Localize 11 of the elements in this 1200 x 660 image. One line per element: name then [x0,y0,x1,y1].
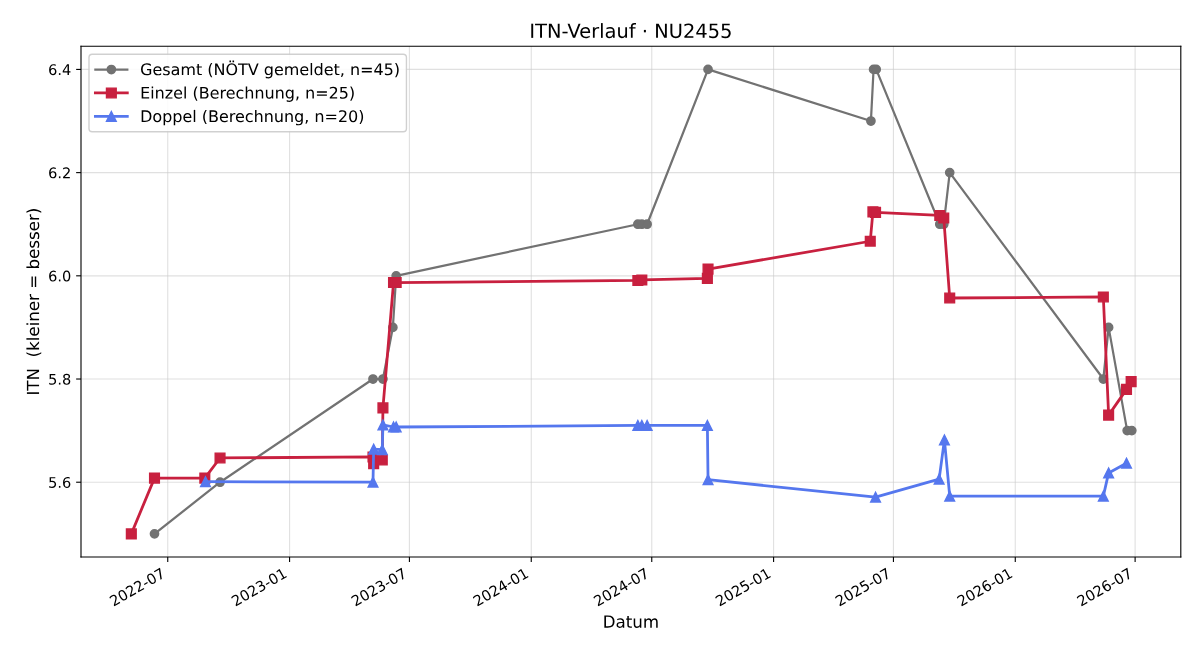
y-tick-label: 5.8 [49,373,71,385]
y-tick-label: 6.0 [49,270,71,282]
y-tick-label: 6.2 [49,167,70,179]
chart-title: ITN-Verlauf · NU2455 [531,23,731,39]
y-tick-label: 6.4 [49,64,71,76]
legend-label: Gesamt (NÖTV gemeldet, n=45) [140,60,399,79]
y-axis-title: ITN (kleiner = besser) [26,209,42,394]
x-axis-title: Datum [604,615,658,628]
legend-label: Einzel (Berechnung, n=25) [141,86,354,102]
legend-label: Doppel (Berechnung, n=20) [141,109,364,126]
y-tick-label: 5.6 [49,476,71,488]
